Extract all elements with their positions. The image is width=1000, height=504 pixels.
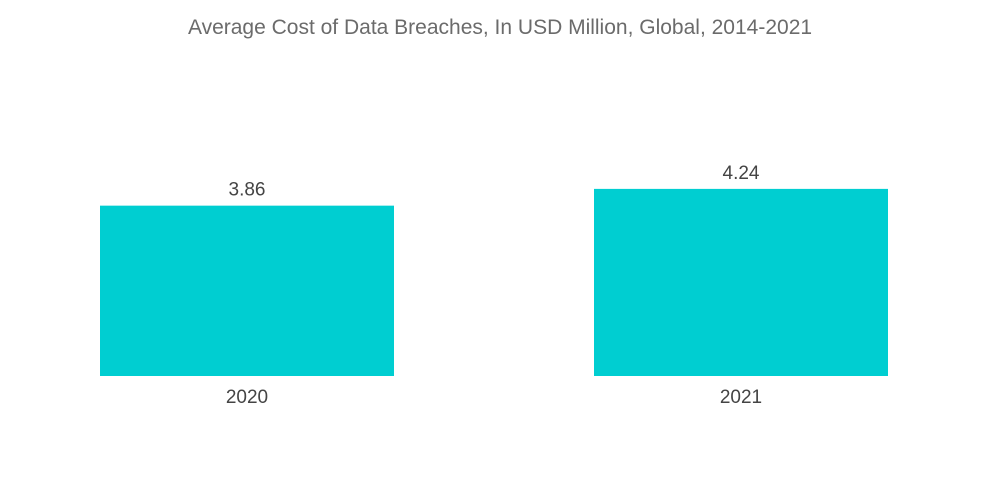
x-tick-label-2021: 2021 bbox=[720, 387, 762, 408]
chart-title: Average Cost of Data Breaches, In USD Mi… bbox=[187, 16, 813, 39]
bar-2021 bbox=[594, 188, 888, 376]
bar-2020 bbox=[100, 205, 394, 376]
bars-layer bbox=[100, 188, 888, 376]
data-label-2020: 3.86 bbox=[229, 180, 266, 201]
x-tick-label-2020: 2020 bbox=[226, 387, 268, 408]
data-label-2021: 4.24 bbox=[723, 163, 760, 184]
x-axis-ticks: 2020 2021 bbox=[226, 387, 762, 408]
labels-layer: 3.86 4.24 bbox=[229, 163, 760, 201]
